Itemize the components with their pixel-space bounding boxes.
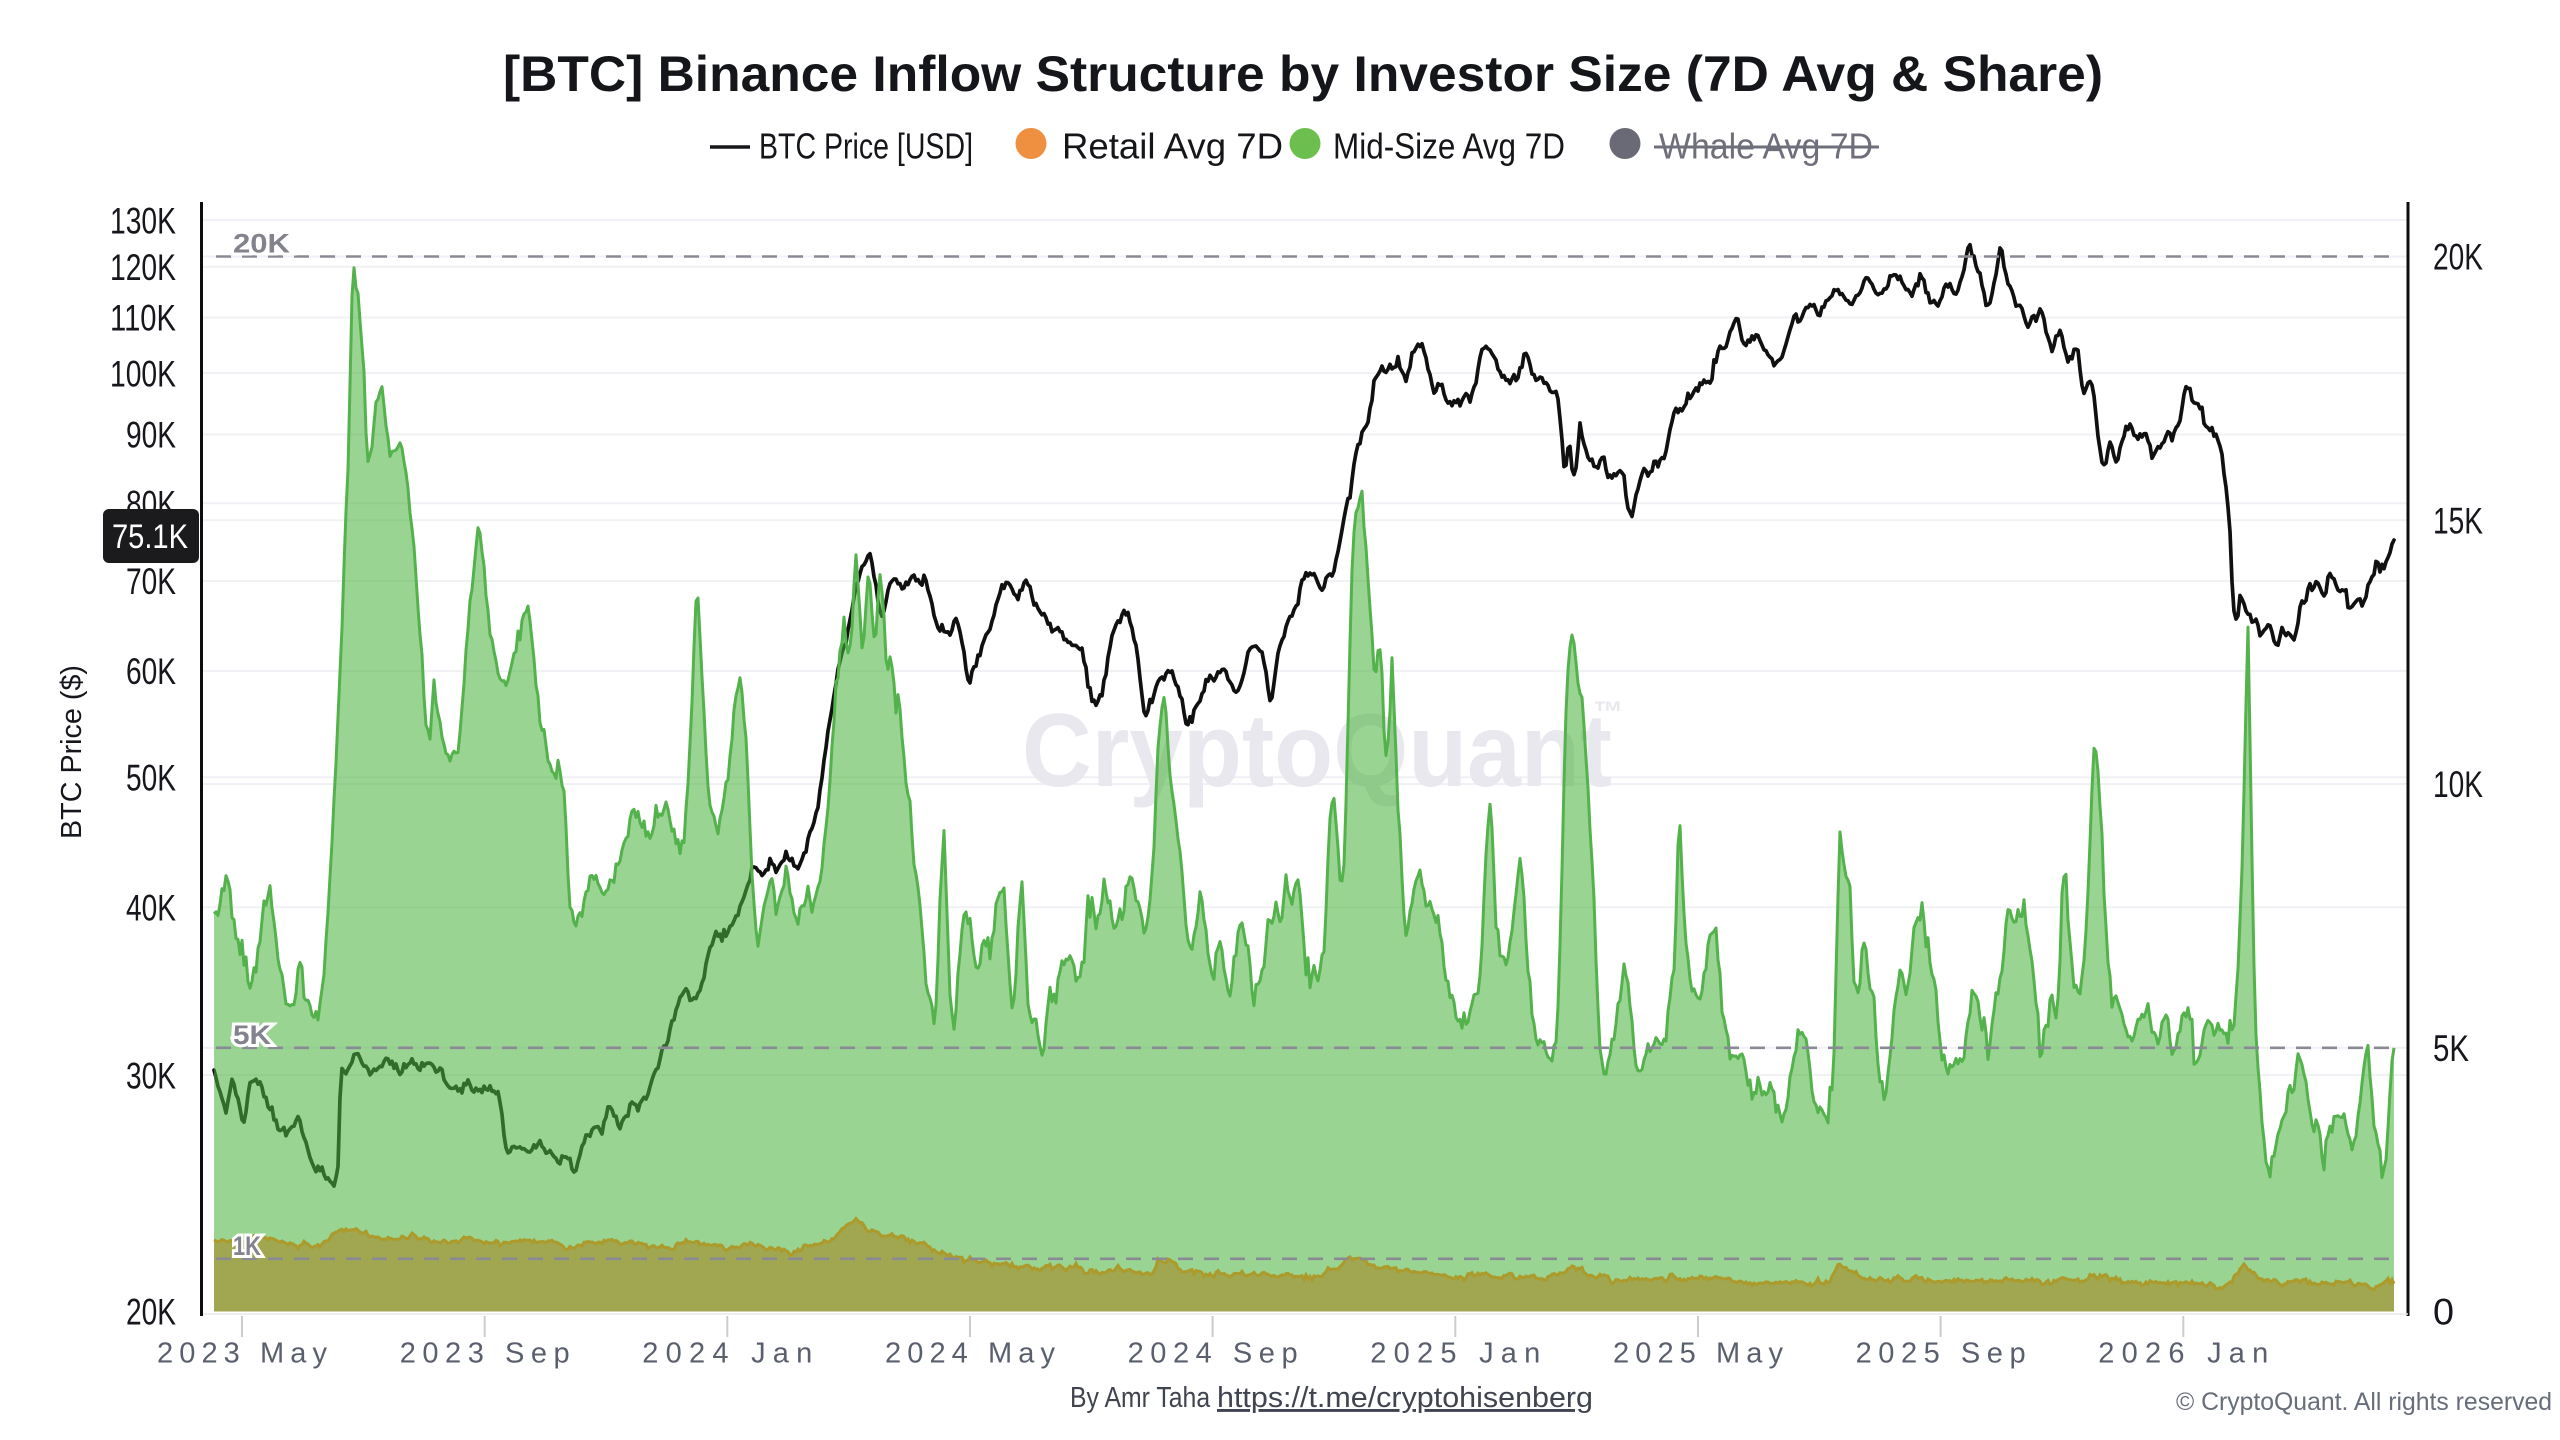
svg-text:0: 0: [2433, 1292, 2454, 1333]
svg-text:60K: 60K: [126, 651, 176, 692]
svg-text:5K: 5K: [2433, 1028, 2469, 1069]
svg-text:1K: 1K: [233, 1231, 261, 1261]
svg-text:© CryptoQuant. All rights rese: © CryptoQuant. All rights reserved: [2176, 1388, 2552, 1416]
svg-text:15K: 15K: [2433, 501, 2483, 542]
svg-text:110K: 110K: [110, 298, 176, 339]
svg-text:2025 Jan: 2025 Jan: [1370, 1338, 1540, 1370]
svg-text:130K: 130K: [110, 200, 176, 241]
svg-text:™: ™: [1593, 696, 1623, 729]
svg-text:90K: 90K: [126, 415, 176, 456]
svg-text:Mid-Size Avg 7D: Mid-Size Avg 7D: [1333, 126, 1565, 167]
svg-text:20K: 20K: [126, 1292, 176, 1333]
svg-text:20K: 20K: [2433, 237, 2483, 278]
svg-text:20K: 20K: [233, 229, 291, 259]
svg-text:120K: 120K: [110, 247, 176, 288]
svg-text:100K: 100K: [110, 353, 176, 394]
svg-text:5K: 5K: [233, 1020, 272, 1050]
svg-text:75.1K: 75.1K: [112, 518, 188, 556]
svg-text:By Amr Taha https://t.me/crypt: By Amr Taha https://t.me/cryptohisenberg: [1070, 1382, 1593, 1414]
svg-text:70K: 70K: [126, 561, 176, 602]
svg-text:10K: 10K: [2433, 764, 2483, 805]
svg-text:BTC Price ($): BTC Price ($): [56, 665, 88, 839]
svg-text:2024 Jan: 2024 Jan: [642, 1338, 812, 1370]
svg-text:BTC Price [USD]: BTC Price [USD]: [759, 126, 973, 167]
svg-text:[BTC] Binance Inflow Structure: [BTC] Binance Inflow Structure by Invest…: [503, 46, 2103, 102]
svg-text:2026 Jan: 2026 Jan: [2098, 1338, 2268, 1370]
svg-text:CryptoQuant: CryptoQuant: [1022, 693, 1612, 809]
svg-text:30K: 30K: [126, 1055, 176, 1096]
svg-text:50K: 50K: [126, 757, 176, 798]
svg-text:40K: 40K: [126, 888, 176, 929]
svg-text:Retail Avg 7D: Retail Avg 7D: [1062, 126, 1283, 167]
